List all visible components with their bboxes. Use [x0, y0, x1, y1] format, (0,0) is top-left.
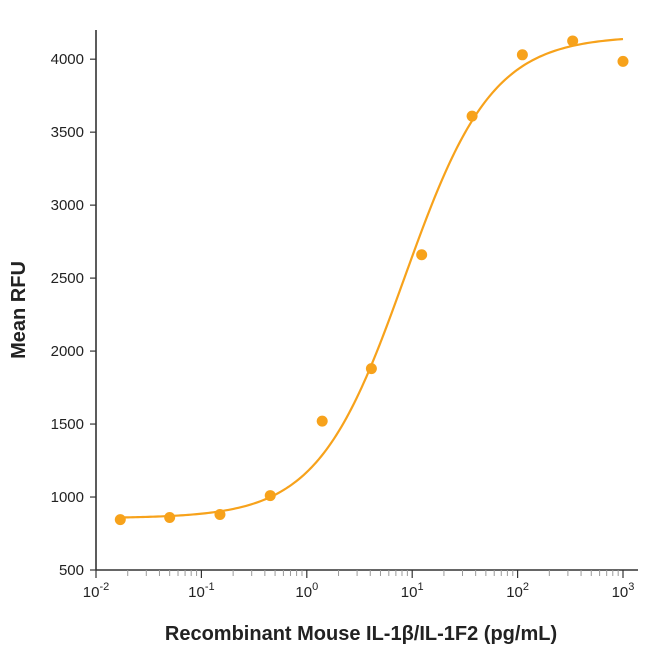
x-tick-label: 10-1 [188, 581, 214, 601]
fit-curve [120, 37, 624, 519]
x-tick-label: 10-2 [83, 581, 109, 601]
x-tick-base: 10 [188, 584, 205, 601]
y-tick-label: 2500 [51, 270, 84, 287]
x-tick-label: 100 [295, 581, 318, 601]
x-tick-base: 10 [295, 584, 312, 601]
x-tick-exponent: -2 [99, 581, 109, 593]
y-tick-label: 3000 [51, 197, 84, 214]
x-tick-exponent: 2 [523, 581, 529, 593]
data-point [316, 415, 328, 427]
x-tick-exponent: 1 [417, 581, 423, 593]
data-point [567, 35, 579, 47]
axes [95, 30, 638, 571]
y-tick-label: 3500 [51, 124, 84, 141]
y-tick-label: 1000 [51, 489, 84, 506]
data-point [365, 363, 377, 375]
data-point [516, 49, 528, 61]
x-tick-base: 10 [612, 584, 629, 601]
x-tick-label: 101 [401, 581, 424, 601]
y-tick-label: 1500 [51, 416, 84, 433]
y-tick-label: 4000 [51, 51, 84, 68]
data-point [617, 55, 629, 67]
y-tick-label: 500 [59, 562, 84, 579]
x-tick-label: 102 [506, 581, 529, 601]
data-point [264, 490, 276, 502]
x-tick-base: 10 [401, 584, 418, 601]
x-tick-label: 103 [612, 581, 635, 601]
x-axis-title: Recombinant Mouse IL-1β/IL-1F2 (pg/mL) [165, 623, 557, 645]
x-tick-exponent: -1 [205, 581, 215, 593]
data-point [466, 110, 478, 122]
x-tick-base: 10 [506, 584, 523, 601]
tick-marks [90, 58, 624, 578]
data-point [114, 514, 126, 526]
x-tick-exponent: 0 [312, 581, 318, 593]
data-points [114, 35, 629, 526]
data-point [416, 249, 428, 261]
data-point [214, 509, 226, 521]
y-tick-label: 2000 [51, 343, 84, 360]
y-axis-title: Mean RFU [8, 261, 30, 359]
data-point [164, 511, 176, 523]
x-tick-base: 10 [83, 584, 100, 601]
x-tick-exponent: 3 [628, 581, 634, 593]
